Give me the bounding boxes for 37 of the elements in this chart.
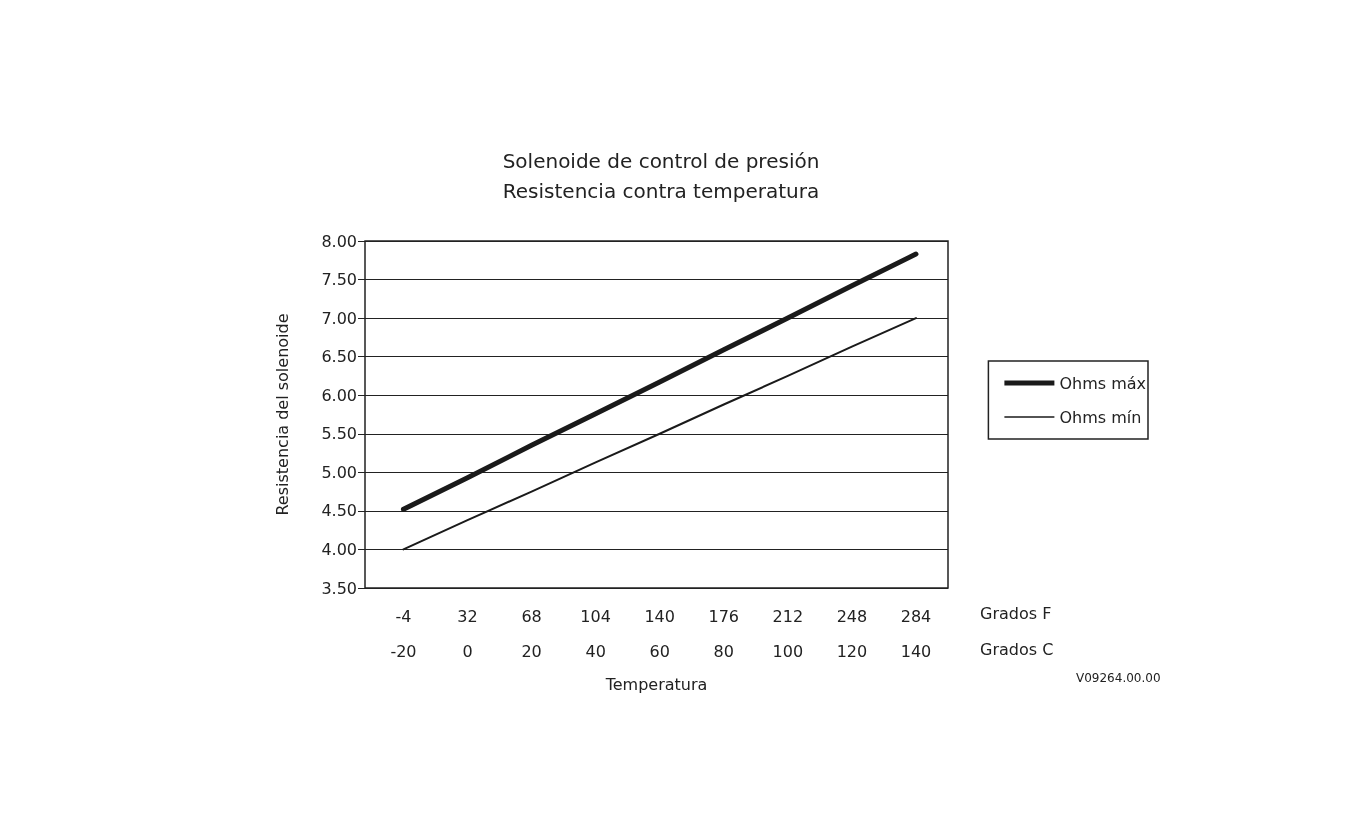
text: Grados C <box>980 639 1054 659</box>
x2-tick-label: 32 <box>457 606 478 626</box>
chart-title: Solenoide de control de presión <box>502 149 820 173</box>
y-tick-label: 5.00 <box>321 462 357 482</box>
chart-subtitle: Resistencia contra temperatura <box>502 179 820 203</box>
x-tick-label: 120 <box>836 641 868 661</box>
legend-label: Ohms mín <box>1059 407 1142 427</box>
x-axis-title: Temperatura <box>604 674 708 694</box>
x2-tick-label: 212 <box>772 606 804 626</box>
text: V09264.00.00 <box>1076 671 1161 685</box>
x-tick-label: -20 <box>390 641 417 661</box>
x-tick-label: 140 <box>900 641 932 661</box>
x2-tick-label: 68 <box>521 606 542 626</box>
x-tick-label: 80 <box>713 641 734 661</box>
y-axis-title: Resistencia del solenoide <box>272 313 292 516</box>
x-tick-label: 100 <box>772 641 804 661</box>
y-tick-label: 4.50 <box>321 501 357 521</box>
x2-tick-label: 284 <box>900 606 932 626</box>
x2-tick-label: 248 <box>836 606 868 626</box>
y-tick-label: 3.50 <box>321 578 357 598</box>
y-tick-label: 8.00 <box>321 231 357 251</box>
x-tick-label: 60 <box>649 641 670 661</box>
text: Grados F <box>980 603 1052 623</box>
x2-tick-label: -4 <box>395 606 412 626</box>
y-tick-label: 7.00 <box>321 308 357 328</box>
x-tick-label: 40 <box>585 641 606 661</box>
legend-label: Ohms máx <box>1059 373 1147 393</box>
y-tick-label: 6.00 <box>321 385 357 405</box>
x-tick-label: 0 <box>462 641 473 661</box>
x2-tick-label: 176 <box>708 606 740 626</box>
y-tick-label: 6.50 <box>321 347 357 367</box>
x-tick-label: 20 <box>521 641 542 661</box>
y-tick-label: 5.50 <box>321 424 357 444</box>
x2-tick-label: 140 <box>644 606 675 626</box>
y-tick-label: 7.50 <box>321 270 357 290</box>
y-tick-label: 4.00 <box>321 539 357 559</box>
x2-tick-label: 104 <box>580 606 611 626</box>
